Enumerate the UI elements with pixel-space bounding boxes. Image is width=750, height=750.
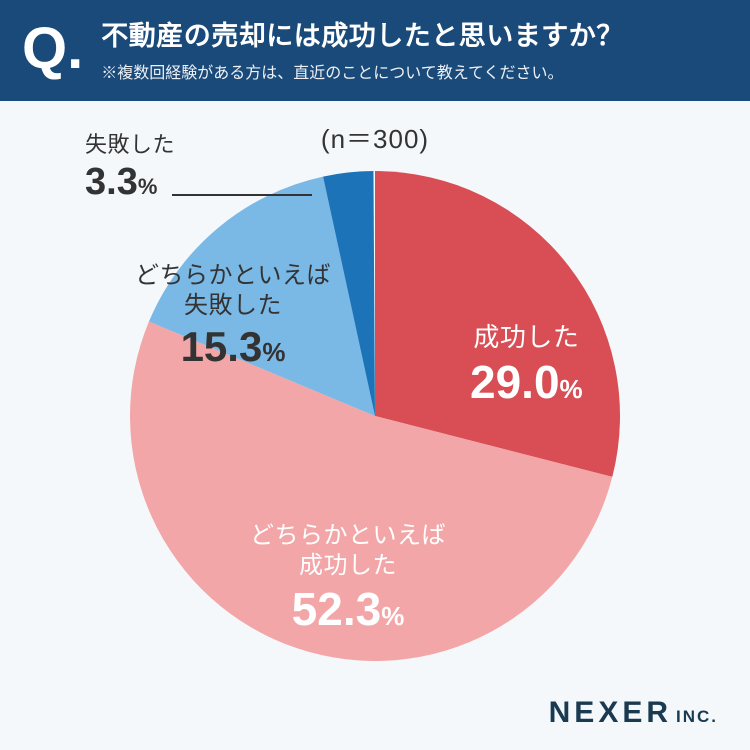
label-somewhat-fail-text2: 失敗した: [135, 291, 331, 321]
brand-suffix: INC.: [676, 707, 718, 726]
label-somewhat-success-text1: どちらかといえば: [250, 521, 446, 551]
header-text: 不動産の売却には成功したと思いますか？ ※複数回経験がある方は、直近のことについ…: [101, 14, 728, 83]
label-somewhat-success: どちらかといえば 成功した 52.3%: [250, 521, 446, 639]
label-success-pct: 29.0: [470, 356, 560, 408]
label-success: 成功した 29.0%: [470, 321, 583, 411]
q-mark: Q.: [22, 20, 83, 78]
brand-name: NEXER: [549, 696, 672, 729]
question-text: 不動産の売却には成功したと思いますか？: [101, 14, 728, 53]
label-somewhat-fail-pct: 15.3: [181, 323, 263, 370]
label-somewhat-success-unit: %: [381, 601, 404, 631]
sample-size-label: (n＝300): [321, 119, 429, 156]
label-somewhat-fail-text1: どちらかといえば: [135, 261, 331, 291]
question-note: ※複数回経験がある方は、直近のことについて教えてください。: [101, 59, 728, 83]
label-fail-text: 失敗した: [85, 131, 175, 159]
header-bar: Q. 不動産の売却には成功したと思いますか？ ※複数回経験がある方は、直近のこと…: [0, 0, 750, 101]
label-somewhat-success-pct: 52.3: [292, 583, 382, 635]
label-fail: 失敗した 3.3%: [85, 131, 175, 206]
label-success-text: 成功した: [470, 321, 583, 354]
footer-brand: NEXERINC.: [549, 696, 718, 730]
label-fail-unit: %: [138, 174, 158, 199]
label-fail-pct: 3.3: [85, 161, 138, 203]
label-success-unit: %: [560, 374, 583, 404]
leader-line-fail: [172, 194, 312, 196]
chart-area: (n＝300) 失敗した 3.3% どちらかといえば 失敗した 15.3% 成功…: [0, 101, 750, 661]
label-somewhat-fail-unit: %: [262, 337, 285, 367]
label-somewhat-success-text2: 成功した: [250, 551, 446, 581]
label-somewhat-fail: どちらかといえば 失敗した 15.3%: [135, 261, 331, 374]
